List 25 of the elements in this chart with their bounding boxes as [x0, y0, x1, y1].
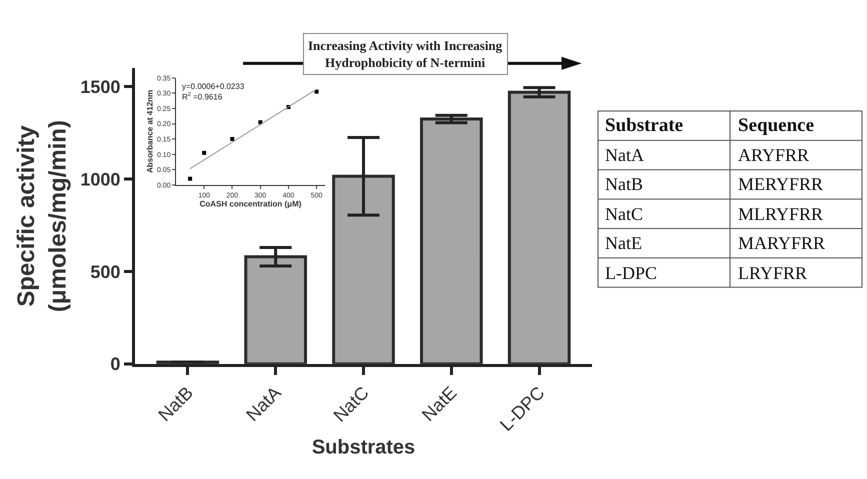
y-axis-title: Absorbance at 412nm: [146, 90, 155, 173]
category-label: MLRYFRR: [738, 204, 824, 224]
y-tick-label: 500: [90, 262, 120, 282]
point: [202, 150, 206, 155]
y-tick-label: 1000: [80, 169, 120, 190]
category-label: NatE: [605, 233, 642, 253]
x-axis-title: CoASH concentration (μM): [200, 199, 302, 208]
annotation: R$^{2}$ =0.9616: [182, 92, 223, 102]
category-label: L-DPC: [605, 263, 658, 283]
category-label: Sequence: [738, 115, 814, 136]
category-label: Substrate: [605, 115, 684, 136]
x-axis-title: Substrates: [312, 436, 416, 458]
category-label: LRYFRR: [738, 263, 808, 283]
category-label: NatA: [605, 145, 644, 165]
point: [188, 176, 192, 181]
category-label: MARYFRR: [738, 233, 826, 253]
y-tick-label: 0: [110, 354, 120, 374]
category-label: MERYFRR: [738, 174, 824, 194]
y-axis-title: Specific activity (μmoles/mg/min): [13, 120, 72, 312]
annotation: y=0.0006+0.0233: [182, 82, 245, 91]
y-tick-label: 1500: [80, 76, 120, 97]
point: [258, 120, 262, 124]
point: [230, 137, 234, 142]
category-label: ARYFRR: [738, 145, 810, 165]
annotation: Increasing Activity with Increasing Hydrophobicity of N-termini: [308, 38, 503, 70]
